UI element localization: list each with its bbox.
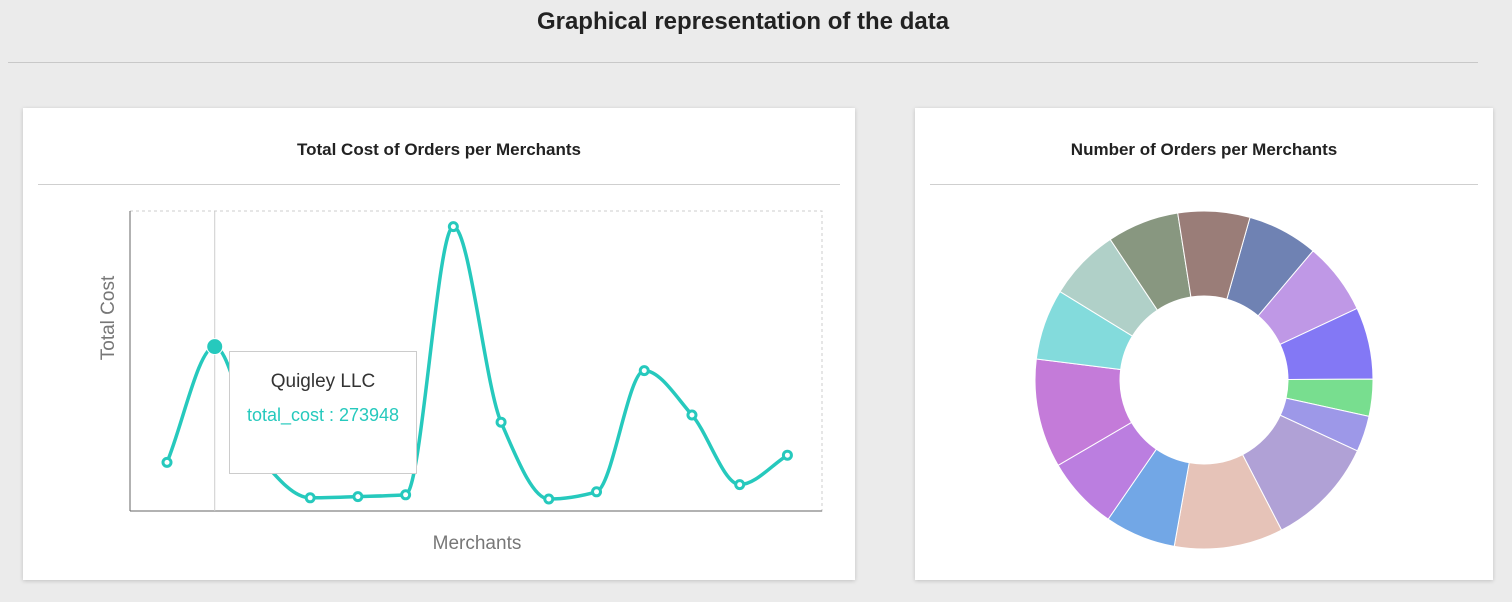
page-title: Graphical representation of the data	[536, 8, 950, 35]
title-divider	[8, 62, 1478, 63]
data-point[interactable]	[591, 486, 603, 498]
tooltip-total-cost: total_cost : 273948	[246, 405, 400, 425]
chart-tooltip: Quigley LLC total_cost : 273948	[229, 351, 417, 474]
line-chart-card: Total Cost of Orders per Merchants Merch…	[23, 108, 855, 580]
data-point-active[interactable]	[206, 338, 224, 356]
data-point[interactable]	[161, 456, 173, 468]
data-point[interactable]	[352, 491, 364, 503]
donut-chart-divider	[930, 184, 1478, 185]
data-point[interactable]	[686, 409, 698, 421]
data-point[interactable]	[734, 479, 746, 491]
donut-slice[interactable]	[1177, 210, 1251, 300]
data-point[interactable]	[638, 365, 650, 377]
data-point[interactable]	[400, 489, 412, 501]
data-point[interactable]	[304, 492, 316, 504]
data-point[interactable]	[447, 221, 459, 233]
tooltip-merchant-name: Quigley LLC	[270, 371, 376, 392]
donut-chart-card: Number of Orders per Merchants	[915, 108, 1493, 580]
data-point[interactable]	[543, 493, 555, 505]
x-axis-label: Merchants	[433, 533, 522, 554]
data-point[interactable]	[781, 449, 793, 461]
data-point[interactable]	[495, 416, 507, 428]
line-chart[interactable]: Merchants Total Cost	[23, 108, 855, 580]
line-chart-title: Total Cost of Orders per Merchants	[296, 140, 581, 159]
donut-chart-title: Number of Orders per Merchants	[1070, 140, 1338, 159]
y-axis-label: Total Cost	[98, 275, 119, 360]
line-chart-divider	[38, 184, 840, 185]
donut-chart[interactable]	[915, 108, 1493, 580]
